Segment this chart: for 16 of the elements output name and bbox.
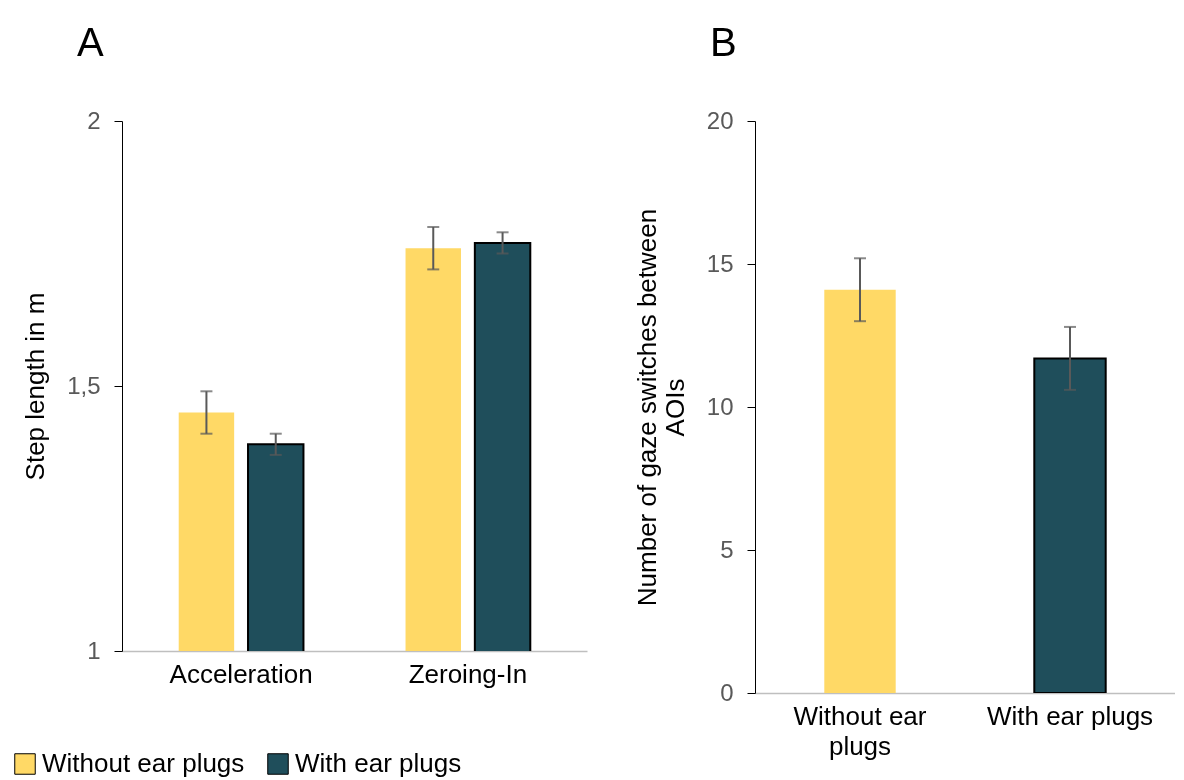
y-axis-title: Number of gaze switches between AOIs (631, 208, 690, 607)
x-tick-label: Acceleration (169, 658, 313, 689)
x-tick-label: Zeroing-In (408, 658, 528, 689)
y-axis-title: Step length in m (20, 292, 51, 481)
y-tick-label: 5 (720, 535, 734, 563)
y-tick-label: 0 (720, 678, 734, 706)
y-tick-label: 1 (87, 636, 101, 664)
legend-label: With ear plugs (295, 748, 462, 778)
y-tick-label: 2 (87, 106, 101, 134)
y-tick-label: 15 (706, 249, 734, 277)
y-tick-label: 10 (706, 392, 734, 420)
y-tick-label: 1,5 (67, 371, 101, 399)
legend-label: Without ear plugs (42, 748, 245, 778)
chart-title: B (710, 20, 737, 64)
chart-title: A (77, 20, 104, 64)
y-tick-label: 20 (706, 106, 734, 134)
